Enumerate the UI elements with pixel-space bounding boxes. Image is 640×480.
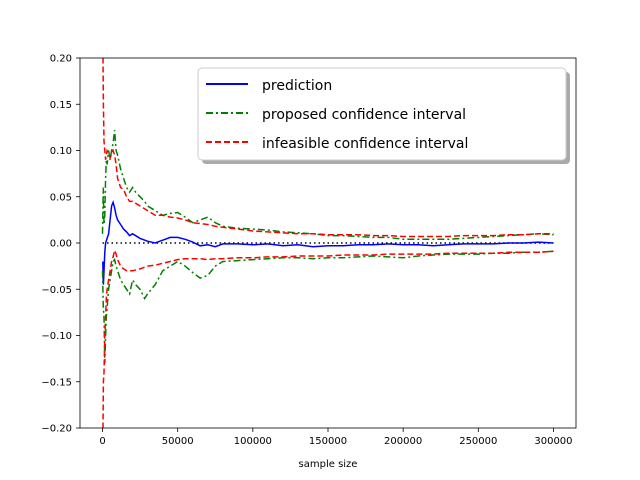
y-tick-label: −0.15 [41,377,72,388]
y-tick-label: 0.00 [50,239,72,250]
x-tick-label: 250000 [459,436,497,447]
legend: prediction proposed confidence interval … [197,67,570,164]
series-proposed-confidence-interval-lower [101,250,554,364]
y-tick-label: −0.20 [41,424,72,435]
legend-label-proposed: proposed confidence interval [262,107,466,123]
x-tick-label: 200000 [384,436,422,447]
x-tick-label: 150000 [309,436,347,447]
legend-box [197,67,567,161]
y-tick-label: −0.10 [41,331,72,342]
x-tick-label: 300000 [534,436,572,447]
legend-label-infeasible: infeasible confidence interval [262,136,468,152]
x-axis-label: sample size [299,459,358,470]
series-infeasible-confidence-interval-lower [102,247,554,428]
y-tick-label: 0.20 [50,54,72,65]
series-infeasible-confidence-interval-upper [102,58,554,238]
x-tick-label: 100000 [234,436,272,447]
x-tick-label: 0 [99,436,105,447]
series-proposed-confidence-interval-upper [101,130,554,241]
y-tick-label: 0.05 [50,192,72,203]
x-tick-label: 50000 [162,436,194,447]
y-tick-label: −0.05 [41,285,72,296]
y-tick-label: 0.15 [50,100,72,111]
legend-label-prediction: prediction [262,78,332,94]
y-tick-label: 0.10 [50,146,72,157]
series-prediction-line [102,199,554,285]
